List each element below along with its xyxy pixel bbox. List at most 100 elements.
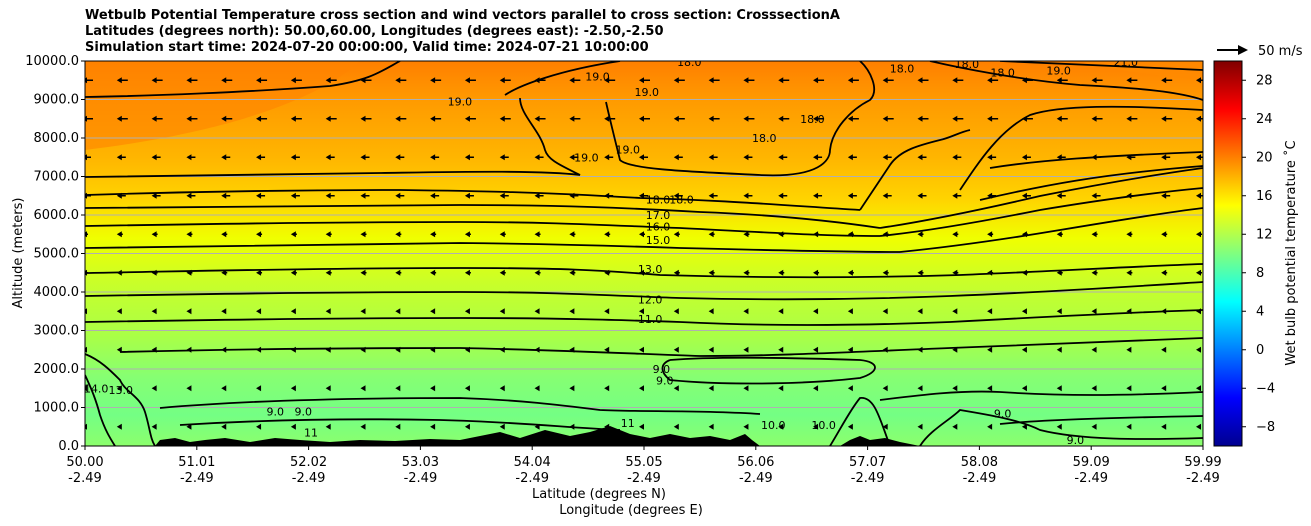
wind-arrowhead [1056,423,1062,430]
colorbar-tick-label: 28 [1256,73,1273,88]
x-tick-label-latitude: 55.05 [625,455,662,470]
wind-arrowhead [499,231,505,238]
wind-arrowhead [360,115,366,122]
wind-arrowhead [1126,231,1132,238]
wind-arrowhead [882,346,888,353]
wind-arrowhead [778,192,784,199]
x-tick-label-longitude: -2.49 [292,471,326,486]
wind-arrowhead [569,308,575,315]
wind-arrowhead [151,154,157,161]
y-tick-label: 2000.0 [34,362,80,377]
title-line-1: Wetbulb Potential Temperature cross sect… [85,8,840,23]
contour-label: 19.0 [1046,65,1071,78]
wind-arrowhead [813,231,819,238]
wind-arrowhead [569,77,575,84]
x-tick-label-latitude: 57.07 [849,455,886,470]
contour-label: 12.0 [638,294,663,307]
wind-arrowhead [952,231,958,238]
wind-arrowhead [464,192,470,199]
wind-arrowhead [882,423,888,430]
contour-label: 9.0 [1067,434,1085,447]
wind-arrowhead [917,231,923,238]
wind-arrowhead [1021,385,1027,392]
wind-arrowhead [151,77,157,84]
wind-arrowhead [708,231,714,238]
contour-label: 10.0 [761,419,786,432]
contour-label: 19.0 [635,86,660,99]
wind-arrowhead [847,154,853,161]
wind-arrowhead [639,115,644,122]
x-axis-label-longitude: Longitude (degrees E) [559,503,703,518]
wind-arrowhead [987,231,993,238]
contour-label: 14.0 [84,382,109,395]
wind-arrowhead [116,423,122,430]
title-line-2: Latitudes (degrees north): 50.00,60.00, … [85,24,664,39]
wind-arrowhead [395,231,401,238]
x-tick-label-latitude: 59.99 [1184,455,1221,470]
wind-arrowhead [534,423,540,430]
wind-arrowhead [325,77,331,84]
contour-label: 18.0 [890,63,915,76]
colorbar-tick-label: 24 [1256,112,1273,127]
wind-arrowhead [847,269,853,276]
wind-arrowhead [569,346,575,353]
wind-arrowhead [464,346,470,353]
wind-arrowhead [186,154,192,161]
quiver-key: 50 m/s [1217,44,1303,59]
wind-arrowhead [221,231,227,238]
wind-arrowhead [395,385,401,392]
contour-label: 18.0 [669,194,694,207]
wind-arrowhead [325,192,331,199]
x-tick-label-longitude: -2.49 [404,471,438,486]
wind-arrowhead [778,231,784,238]
y-tick-label: 6000.0 [34,208,80,223]
x-tick-label-latitude: 58.08 [961,455,998,470]
wind-arrowhead [499,115,505,122]
wind-arrowhead [569,115,575,122]
wind-arrowhead [1196,385,1201,392]
wind-arrowhead [813,423,819,430]
wind-arrowhead [151,423,157,430]
wind-arrowhead [1056,115,1062,122]
wind-arrowhead [221,115,227,122]
wind-arrowhead [256,308,262,315]
wind-arrowhead [1126,154,1132,161]
contour-label: 9.0 [294,405,312,418]
wind-arrowhead [813,192,819,199]
wind-arrowhead [464,77,470,84]
wind-arrowhead [708,77,714,84]
wind-arrowhead [673,192,679,199]
wind-arrowhead [708,385,714,392]
contour-label: 11 [304,427,318,440]
y-tick-label: 1000.0 [34,401,80,416]
wind-arrowhead [917,154,923,161]
wind-arrowhead [639,346,644,353]
wind-arrowhead [186,269,192,276]
contour-label: 18.0 [646,194,671,207]
wind-arrowhead [116,154,122,161]
wind-arrowhead [639,77,644,84]
wind-arrowhead [430,308,436,315]
colorbar [1213,60,1243,447]
wind-arrowhead [778,423,784,430]
wind-arrowhead [1196,346,1201,353]
wind-arrowhead [604,308,610,315]
wind-arrowhead [778,269,784,276]
wind-arrowhead [987,269,993,276]
wind-arrowhead [430,192,436,199]
wind-arrowhead [1091,115,1097,122]
wind-arrowhead [290,154,296,161]
wind-arrowhead [116,346,122,353]
x-tick-label-latitude: 52.02 [290,455,327,470]
wind-arrowhead [639,308,644,315]
wind-arrowhead [604,423,610,430]
wind-arrowhead [1021,346,1027,353]
wind-arrowhead [290,192,296,199]
wind-arrowhead [360,308,366,315]
wind-arrowhead [1021,77,1027,84]
colorbar-tick-label: 4 [1256,304,1264,319]
wind-arrowhead [221,77,227,84]
wind-arrowhead [604,231,610,238]
wind-arrowhead [847,346,853,353]
x-tick-label-latitude: 51.01 [178,455,215,470]
